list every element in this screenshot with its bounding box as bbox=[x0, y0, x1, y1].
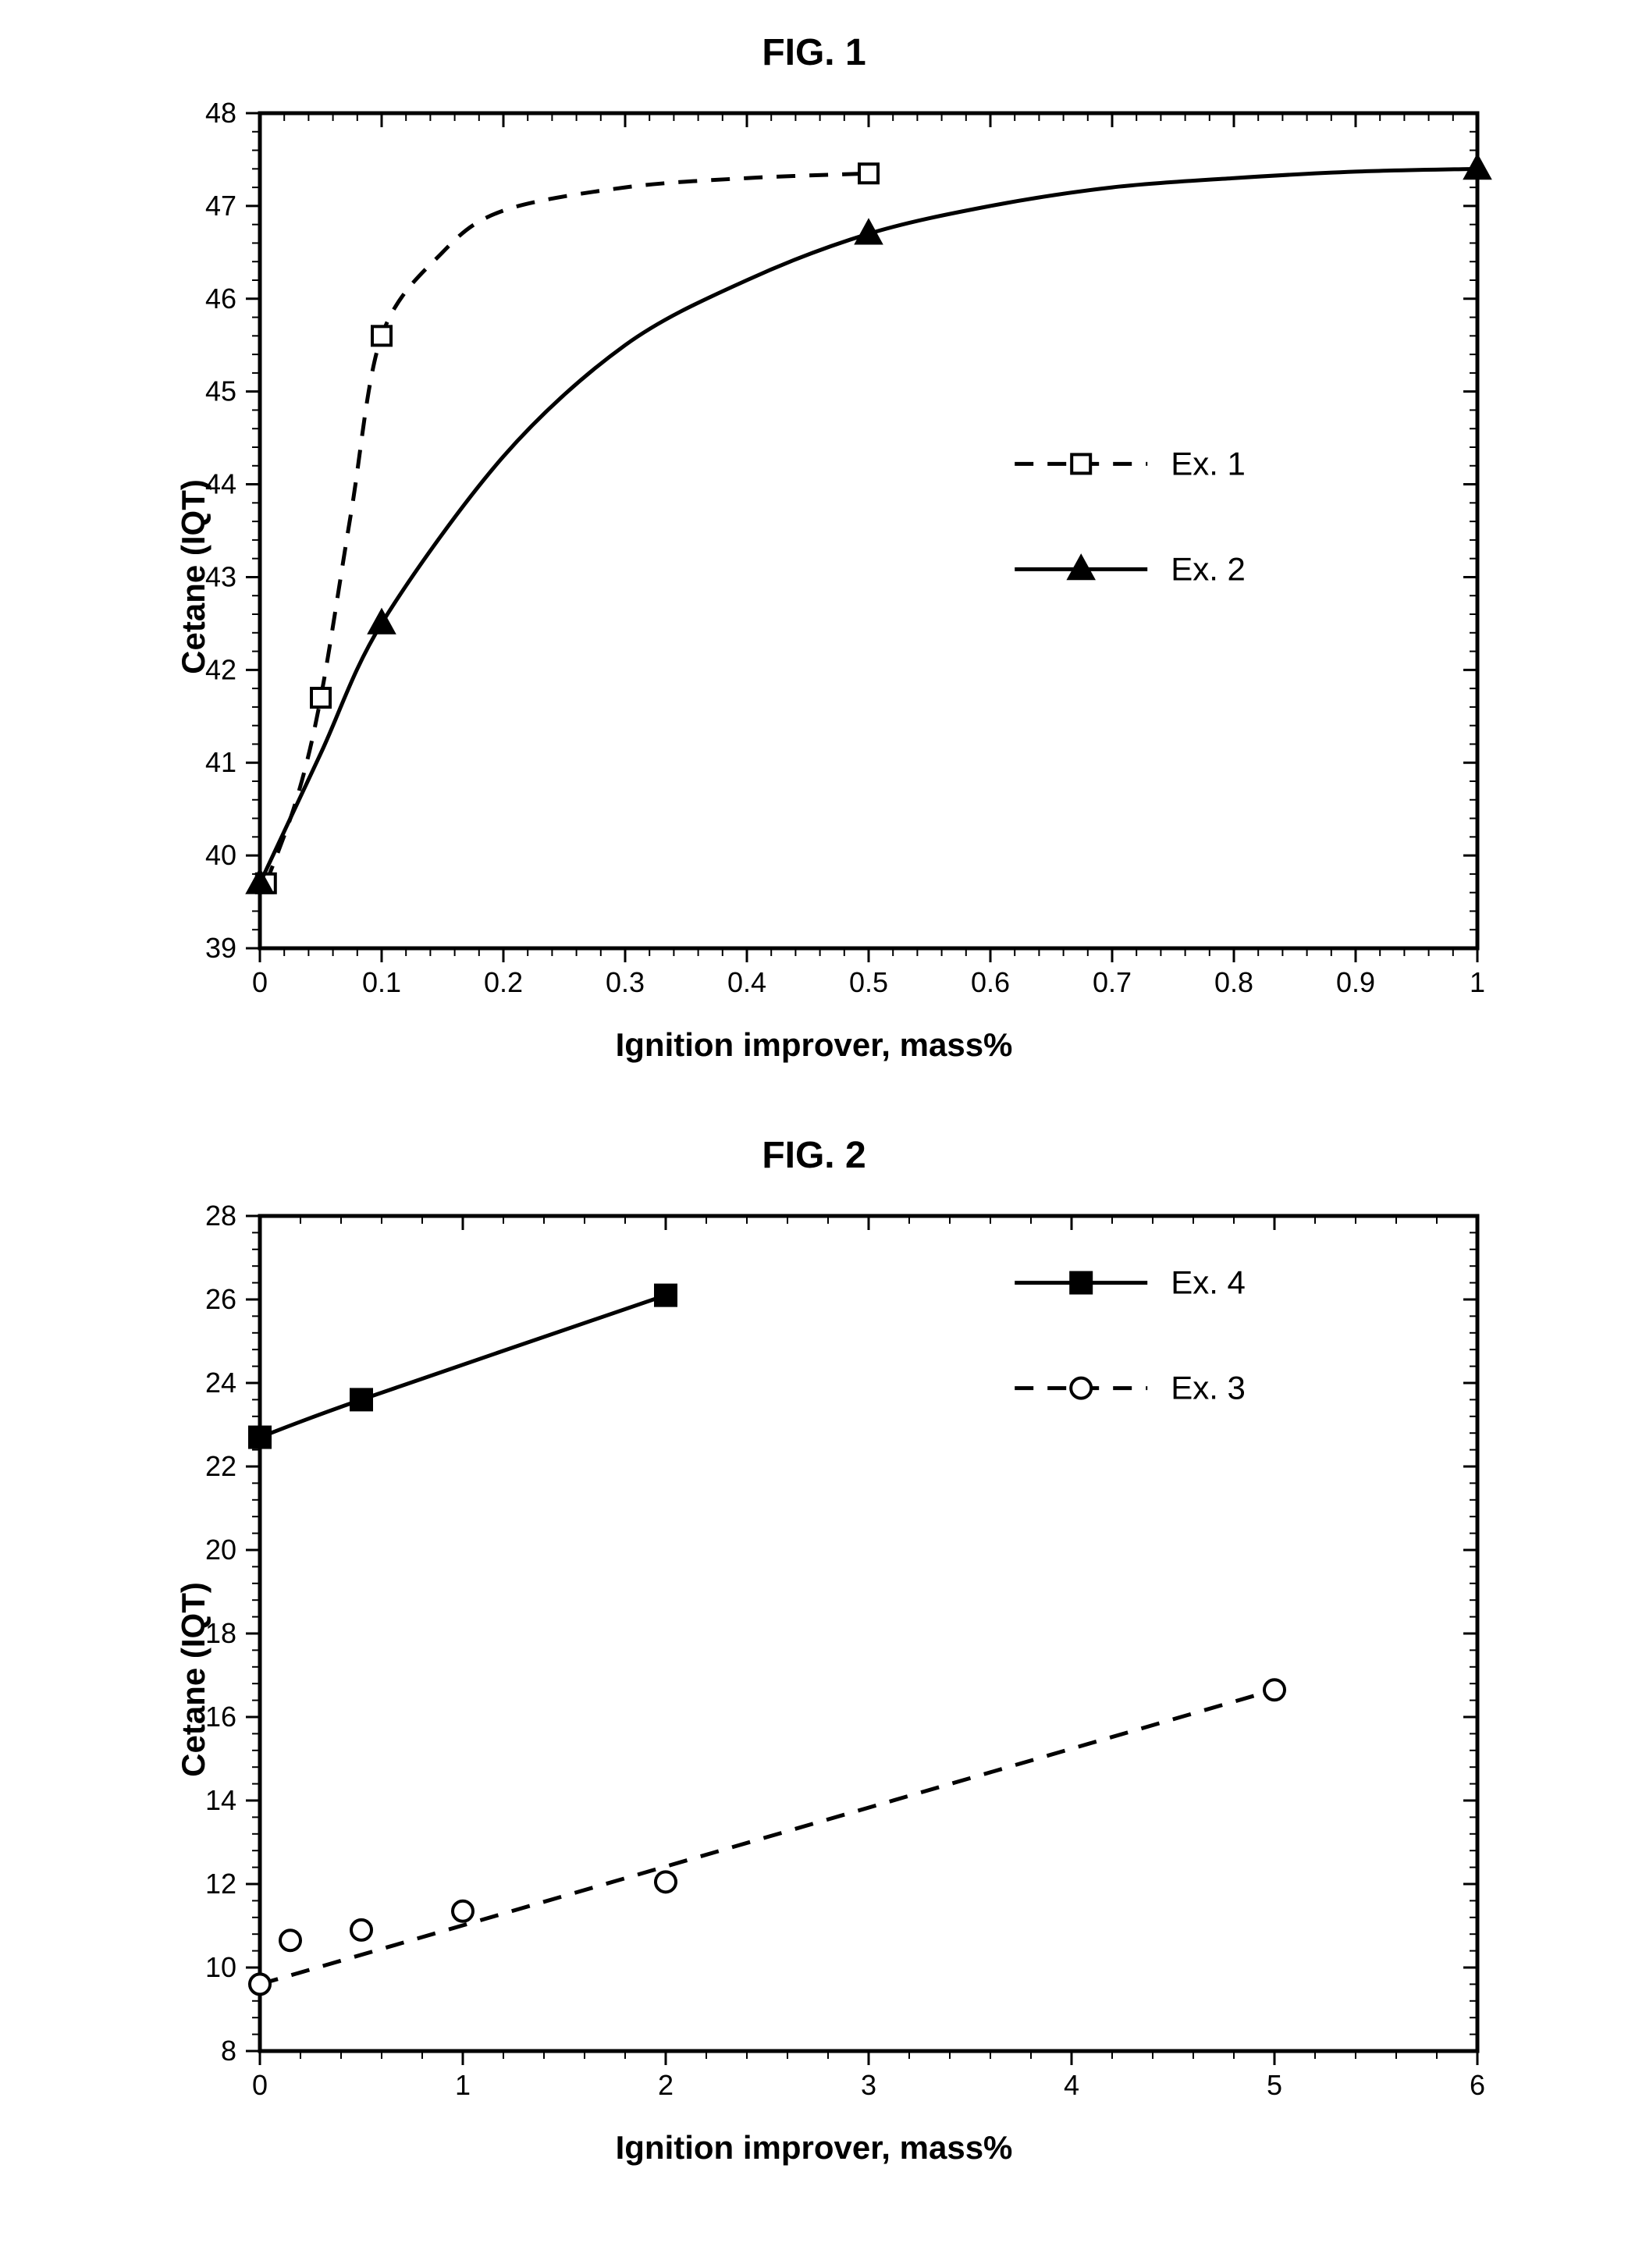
svg-text:0: 0 bbox=[252, 966, 268, 998]
svg-text:45: 45 bbox=[205, 375, 236, 407]
svg-text:0: 0 bbox=[252, 2069, 268, 2101]
svg-text:48: 48 bbox=[205, 97, 236, 129]
svg-text:0.7: 0.7 bbox=[1093, 966, 1132, 998]
svg-text:Ex. 2: Ex. 2 bbox=[1171, 550, 1246, 587]
svg-text:26: 26 bbox=[205, 1283, 236, 1315]
svg-text:0.1: 0.1 bbox=[362, 966, 401, 998]
svg-text:14: 14 bbox=[205, 1784, 236, 1816]
figure-1-svg: 00.10.20.30.40.50.60.70.80.9139404142434… bbox=[151, 90, 1501, 1018]
svg-text:12: 12 bbox=[205, 1868, 236, 1900]
svg-text:4: 4 bbox=[1064, 2069, 1079, 2101]
svg-text:0.8: 0.8 bbox=[1214, 966, 1253, 998]
svg-text:0.5: 0.5 bbox=[849, 966, 888, 998]
svg-text:1: 1 bbox=[1470, 966, 1485, 998]
svg-text:Ex. 1: Ex. 1 bbox=[1171, 445, 1246, 482]
figure-1-x-label: Ignition improver, mass% bbox=[151, 1026, 1477, 1064]
svg-text:3: 3 bbox=[861, 2069, 876, 2101]
figure-2-chart: Cetane (IQT) 012345681012141618202224262… bbox=[151, 1193, 1477, 2167]
svg-text:10: 10 bbox=[205, 1951, 236, 1983]
svg-text:20: 20 bbox=[205, 1534, 236, 1566]
svg-text:Ex. 3: Ex. 3 bbox=[1171, 1370, 1246, 1406]
svg-text:28: 28 bbox=[205, 1200, 236, 1232]
figure-1: FIG. 1 Cetane (IQT) 0 0.1 0.2 0.3 0.4 0.5 0.6 0… bbox=[23, 31, 1605, 1064]
svg-text:47: 47 bbox=[205, 190, 236, 222]
figure-1-chart: Cetane (IQT) 0 0.1 0.2 0.3 0.4 0.5 0.6 0.7 0.8 0.… bbox=[151, 90, 1477, 1064]
figure-2-x-label: Ignition improver, mass% bbox=[151, 2129, 1477, 2167]
svg-text:1: 1 bbox=[455, 2069, 471, 2101]
svg-text:0.9: 0.9 bbox=[1336, 966, 1375, 998]
svg-text:0.3: 0.3 bbox=[606, 966, 645, 998]
figure-1-y-label: Cetane (IQT) bbox=[175, 479, 212, 674]
svg-text:46: 46 bbox=[205, 283, 236, 315]
figure-2-y-label: Cetane (IQT) bbox=[175, 1582, 212, 1777]
svg-text:22: 22 bbox=[205, 1450, 236, 1482]
svg-text:41: 41 bbox=[205, 746, 236, 778]
svg-text:39: 39 bbox=[205, 932, 236, 964]
svg-text:8: 8 bbox=[221, 2035, 236, 2067]
svg-text:40: 40 bbox=[205, 839, 236, 871]
figure-1-title: FIG. 1 bbox=[762, 31, 866, 74]
svg-text:0.6: 0.6 bbox=[971, 966, 1010, 998]
svg-text:6: 6 bbox=[1470, 2069, 1485, 2101]
svg-text:5: 5 bbox=[1267, 2069, 1282, 2101]
figure-2-svg: 0123456810121416182022242628Ex. 4Ex. 3 bbox=[151, 1193, 1501, 2121]
svg-text:Ex. 4: Ex. 4 bbox=[1171, 1264, 1246, 1301]
svg-text:24: 24 bbox=[205, 1367, 236, 1399]
svg-text:2: 2 bbox=[658, 2069, 674, 2101]
figure-2: FIG. 2 Cetane (IQT) 01234568101214161820… bbox=[23, 1134, 1605, 2167]
figure-2-title: FIG. 2 bbox=[762, 1134, 866, 1177]
svg-text:0.4: 0.4 bbox=[727, 966, 766, 998]
svg-text:0.2: 0.2 bbox=[484, 966, 523, 998]
